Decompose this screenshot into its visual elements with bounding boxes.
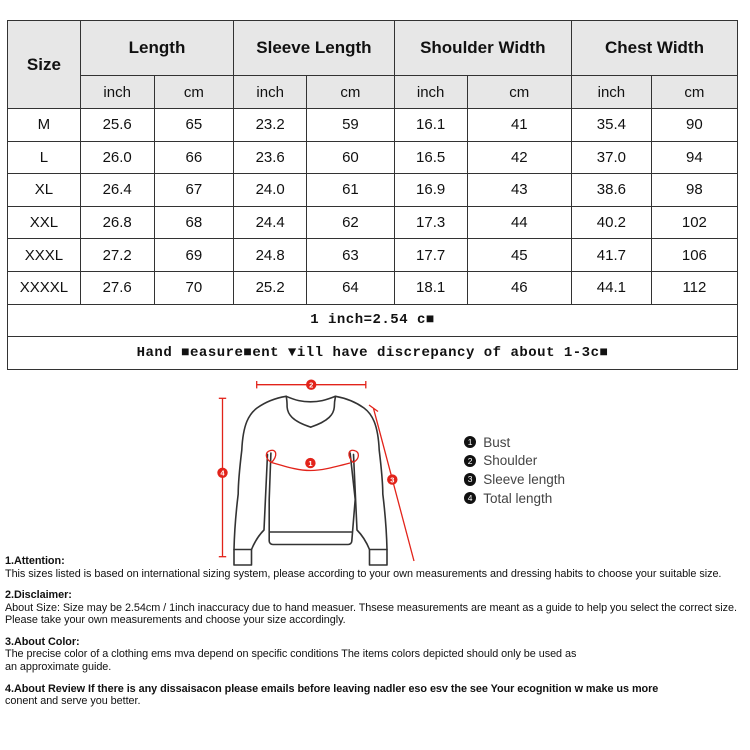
svg-text:2: 2 <box>309 380 313 389</box>
svg-text:1: 1 <box>308 459 312 468</box>
svg-text:3: 3 <box>390 475 394 484</box>
